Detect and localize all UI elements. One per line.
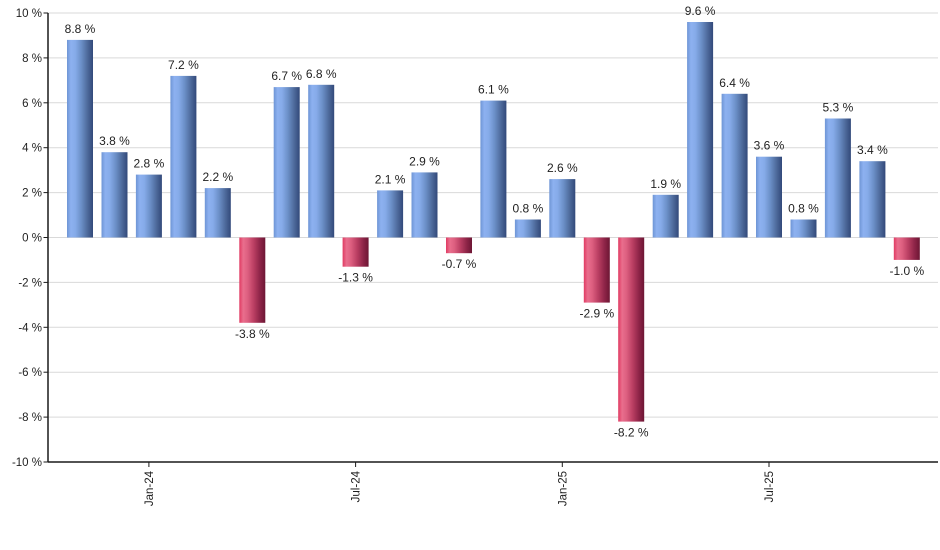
bar-Feb-24 — [170, 75, 197, 238]
bar-Dec-24 — [514, 219, 541, 238]
bar-value-label-Jan-24: 2.8 % — [134, 157, 165, 171]
bar-value-label-Jul-25: 3.6 % — [754, 139, 785, 153]
bar-value-label-Apr-24: -3.8 % — [235, 327, 270, 341]
y-axis-tick-label: -6 % — [18, 367, 42, 379]
bar-value-label-Mar-25: -8.2 % — [614, 426, 649, 440]
bar-Jan-24 — [135, 174, 162, 238]
bar-Mar-25 — [618, 237, 645, 422]
y-axis-tick-label: -10 % — [12, 457, 42, 469]
bar-value-label-Feb-25: -2.9 % — [579, 307, 614, 321]
bar-May-25 — [687, 22, 714, 238]
bar-Nov-25 — [893, 237, 920, 260]
y-axis-tick-label: -4 % — [18, 322, 42, 334]
bar-value-label-Nov-25: -1.0 % — [889, 264, 924, 278]
bar-Oct-25 — [859, 161, 886, 238]
bar-Sep-24 — [411, 172, 438, 238]
y-axis-tick-label: -8 % — [18, 412, 42, 424]
bar-value-label-Nov-24: 6.1 % — [478, 83, 509, 97]
bar-Nov-24 — [480, 100, 507, 238]
x-axis-tick-label-Jul-24: Jul-24 — [351, 470, 363, 502]
bar-value-label-Oct-25: 3.4 % — [857, 143, 888, 157]
bar-Apr-25 — [652, 194, 679, 238]
y-axis-tick-label: 0 % — [22, 233, 42, 245]
bar-value-label-Jun-24: 6.8 % — [306, 67, 337, 81]
bar-value-label-Aug-24: 2.1 % — [375, 172, 406, 186]
bar-value-label-May-24: 6.7 % — [271, 69, 302, 83]
bar-value-label-Dec-24: 0.8 % — [513, 202, 544, 216]
y-axis-tick-label: 2 % — [22, 188, 42, 200]
bar-Jun-25 — [721, 93, 748, 238]
x-axis-tick-label-Jan-24: Jan-24 — [144, 470, 156, 506]
bar-value-label-Aug-25: 0.8 % — [788, 202, 819, 216]
bar-Aug-24 — [377, 190, 404, 238]
bar-value-label-Nov-23: 8.8 % — [65, 22, 96, 36]
bar-value-label-Dec-23: 3.8 % — [99, 134, 130, 148]
y-axis-tick-label: 10 % — [16, 8, 42, 20]
bar-value-label-Sep-25: 5.3 % — [823, 101, 854, 115]
y-axis-tick-label: 4 % — [22, 143, 42, 155]
y-axis-tick-label: -2 % — [18, 277, 42, 289]
bar-value-label-Oct-24: -0.7 % — [442, 257, 477, 271]
x-axis-tick-label-Jan-25: Jan-25 — [557, 471, 569, 506]
bar-Sep-25 — [824, 118, 851, 238]
bar-Jul-25 — [756, 156, 782, 238]
bar-Oct-24 — [446, 237, 472, 254]
bar-value-label-Jul-24: -1.3 % — [338, 271, 373, 285]
bar-Nov-23 — [67, 39, 93, 238]
x-axis-tick-label-Jul-25: Jul-25 — [764, 471, 776, 502]
bar-value-label-Jan-25: 2.6 % — [547, 161, 578, 175]
bar-Feb-25 — [583, 237, 610, 303]
bar-Aug-25 — [790, 219, 817, 238]
bar-Jul-24 — [342, 237, 369, 267]
bar-value-label-Jun-25: 6.4 % — [719, 76, 750, 90]
bar-value-label-Feb-24: 7.2 % — [168, 58, 199, 72]
bar-Mar-24 — [204, 188, 231, 238]
y-axis-tick-label: 8 % — [22, 53, 42, 65]
bar-value-label-May-25: 9.6 % — [685, 4, 716, 18]
bar-value-label-Sep-24: 2.9 % — [409, 154, 440, 168]
bar-May-24 — [273, 87, 300, 238]
bar-value-label-Apr-25: 1.9 % — [650, 177, 681, 191]
bar-value-label-Mar-24: 2.2 % — [202, 170, 233, 184]
bar-Jun-24 — [308, 84, 335, 238]
y-axis-tick-label: 6 % — [22, 98, 42, 110]
bar-Apr-24 — [239, 237, 266, 323]
bar-Jan-25 — [549, 179, 576, 238]
bar-Dec-23 — [101, 152, 128, 238]
